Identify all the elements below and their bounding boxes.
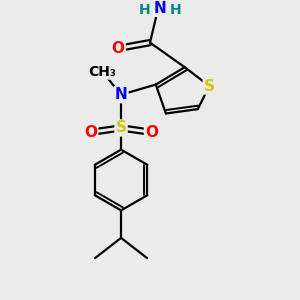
- Text: S: S: [204, 79, 215, 94]
- Text: O: O: [145, 125, 158, 140]
- Text: N: N: [153, 1, 166, 16]
- Text: H: H: [169, 3, 181, 17]
- Text: CH₃: CH₃: [88, 64, 116, 79]
- Text: O: O: [112, 41, 125, 56]
- Text: S: S: [116, 120, 127, 135]
- Text: O: O: [84, 125, 97, 140]
- Text: N: N: [115, 87, 128, 102]
- Text: H: H: [139, 3, 151, 17]
